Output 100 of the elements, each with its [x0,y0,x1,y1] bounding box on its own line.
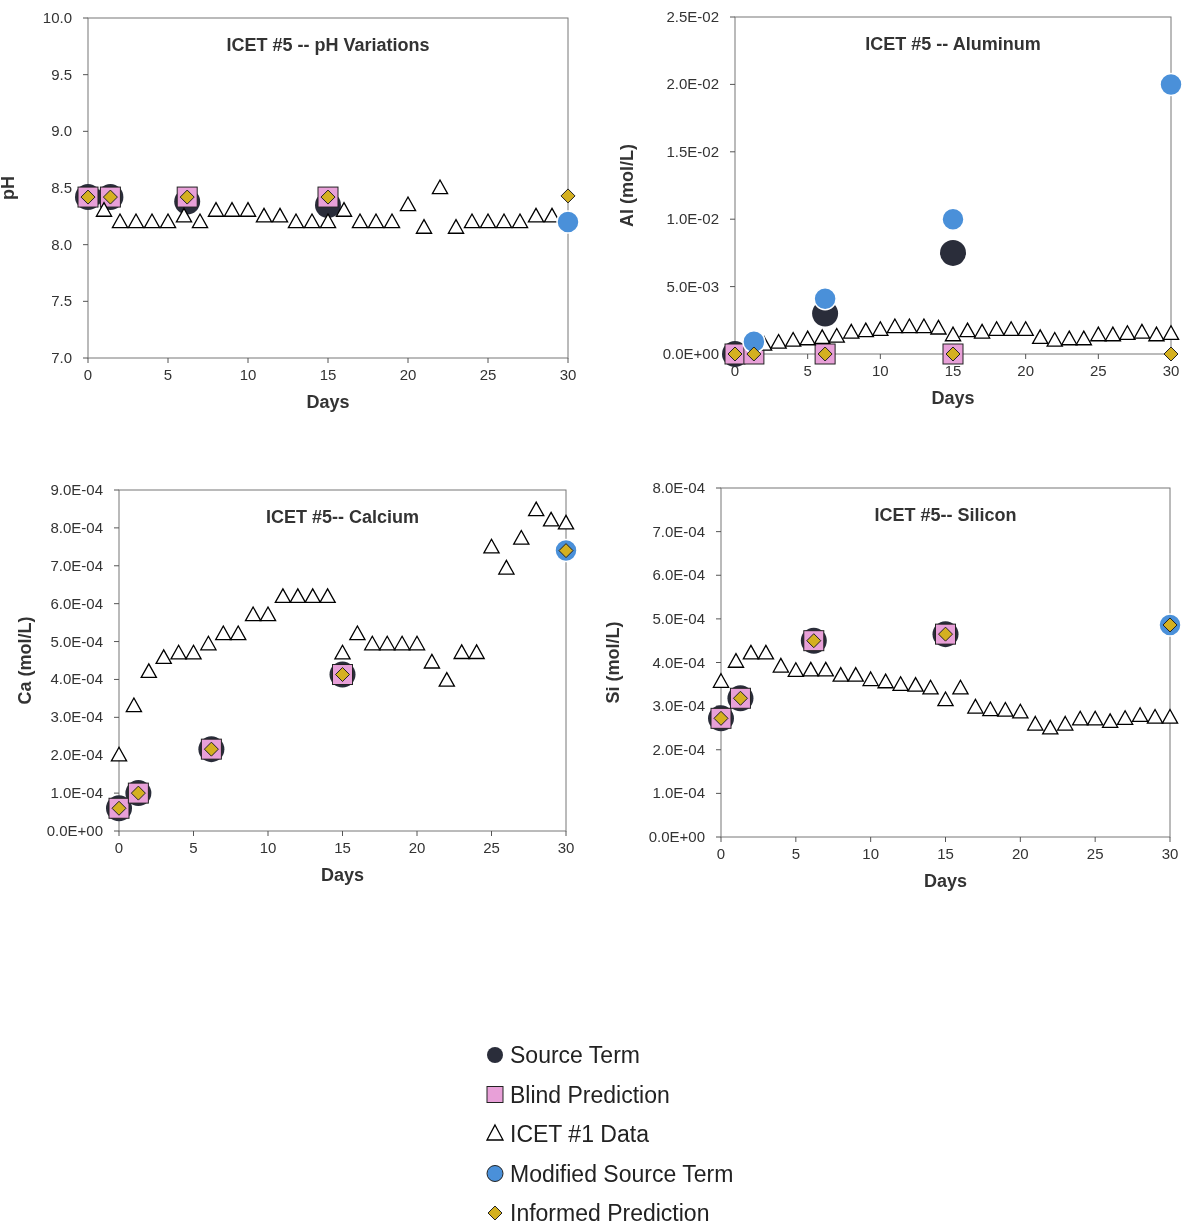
point [997,701,1014,717]
point [393,635,411,651]
point [1159,72,1183,97]
point [757,644,775,660]
y-tick-label: 2.0E-02 [666,75,719,93]
point [513,529,530,545]
point [200,635,217,651]
y-tick-label: 9.0 [51,122,72,140]
point [727,652,745,668]
point [1031,329,1049,345]
y-axis-title: pH [0,176,18,200]
point [1086,710,1104,726]
point [378,635,396,651]
y-tick-label: 5.0E-04 [652,609,705,627]
y-tick-label: 9.5 [51,65,72,83]
point [1104,326,1122,342]
point [453,644,470,660]
point [110,746,128,762]
point [229,625,247,641]
point [304,588,321,604]
y-tick-label: 1.0E-04 [652,784,705,802]
point [857,322,875,338]
point [1017,321,1034,336]
x-tick-label: 30 [1162,362,1180,379]
point [1131,707,1149,722]
point [1161,708,1179,724]
point [408,635,426,651]
y-tick-label: 8.5 [51,179,72,196]
y-tick-label: 2.0E-04 [50,746,103,764]
x-tick-label: 5 [189,839,198,856]
point [483,538,500,554]
y-tick-label: 6.0E-04 [652,566,705,584]
point [1133,323,1151,339]
point [1148,326,1165,342]
y-tick-label: 0.0E+00 [648,828,705,845]
point [892,676,909,691]
y-tick-label: 3.0E-04 [652,697,705,715]
point [259,606,277,622]
point [843,323,860,339]
point [930,319,947,335]
y-tick-label: 8.0E-04 [652,479,705,496]
point [498,559,515,575]
point [772,657,790,673]
y-tick-label: 1.5E-02 [666,142,719,160]
point [937,691,954,707]
point [940,239,966,266]
x-tick-label: 30 [1161,845,1179,862]
x-tick-label: 10 [239,366,257,383]
point [274,588,292,604]
point [828,327,845,343]
point [423,653,441,669]
point [1090,326,1107,342]
y-tick-label: 7.0E-04 [652,522,705,540]
x-tick-label: 15 [319,366,337,383]
x-axis-title: Days [931,388,975,408]
point [787,662,805,678]
x-axis-title: Days [320,865,365,885]
y-tick-label: 5.0E-04 [50,632,103,650]
point [872,321,889,336]
point [244,606,262,622]
point [319,588,336,604]
point [967,698,984,714]
x-tick-label: 10 [871,362,889,379]
point [1116,710,1134,726]
text: ICET #5-- Silicon [874,505,1017,525]
point [886,318,904,334]
x-tick-label: 25 [1089,362,1107,379]
x-tick-label: 30 [557,839,575,856]
y-tick-label: 2.5E-02 [666,8,719,25]
x-tick-label: 0 [730,362,740,379]
point [215,625,232,641]
point [170,644,187,660]
y-tick-label: 5.0E-03 [666,277,719,295]
y-tick-label: 0.0E+00 [46,822,103,839]
x-axis-title: Days [923,871,968,891]
y-tick-label: 1.0E-04 [50,784,103,802]
x-tick-label: 5 [803,362,812,379]
point [1163,346,1179,362]
y-tick-label: 1.0E-02 [666,210,719,228]
x-tick-label: 20 [408,839,426,856]
y-tick-label: 3.0E-04 [50,708,103,726]
point [813,329,831,345]
x-tick-label: 10 [862,845,880,862]
point [542,511,560,527]
x-tick-label: 0 [716,845,726,862]
y-tick-label: 7.0 [51,349,72,366]
x-tick-label: 15 [334,839,351,856]
y-tick-label: 9.0E-04 [50,481,103,498]
point [364,635,381,651]
point [125,697,143,713]
x-tick-label: 20 [1017,362,1035,379]
x-tick-label: 5 [163,366,173,383]
x-tick-label: 15 [944,362,962,379]
y-tick-label: 7.0E-04 [50,556,103,574]
point [527,501,545,517]
legend-label: Informed Prediction [510,1200,710,1226]
x-tick-label: 25 [483,839,500,856]
point [155,649,172,665]
point [901,318,918,334]
point [922,679,939,695]
